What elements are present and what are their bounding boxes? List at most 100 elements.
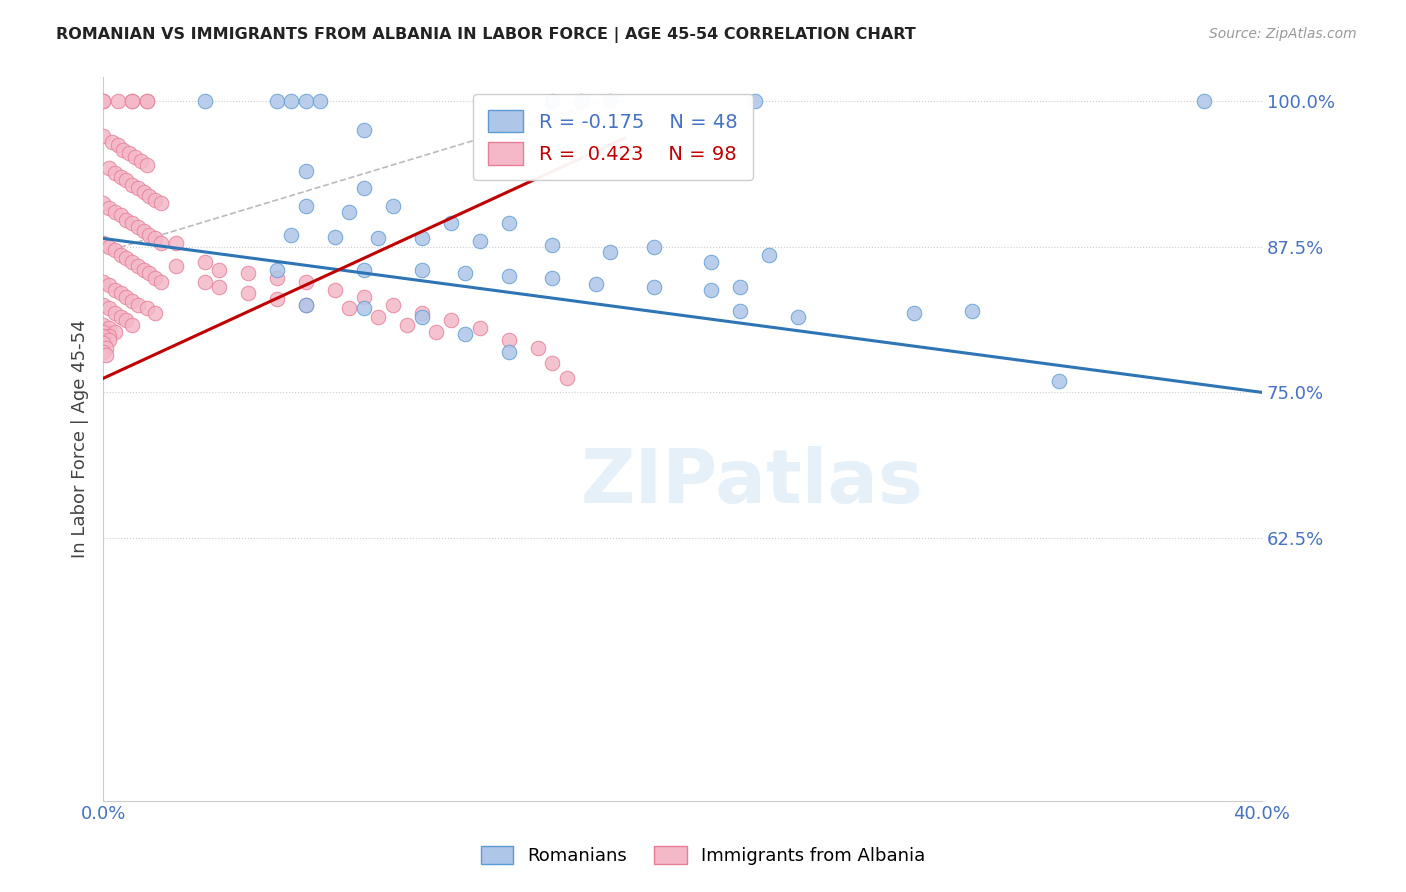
Point (121, 294, 143, 309)
Point (115, 173, 138, 187)
Point (104, 325, 127, 339)
Point (960, 303, 983, 318)
Point (121, 178, 143, 192)
Point (758, 248, 780, 262)
Point (165, 260, 187, 274)
Point (91, 94, 114, 108)
Point (110, 248, 132, 262)
Point (440, 216, 463, 230)
Point (569, 94, 592, 108)
Point (91, 298, 114, 312)
Point (468, 321, 491, 335)
Point (91, 236, 114, 251)
Point (91, 275, 114, 289)
Point (129, 154, 152, 169)
Point (104, 283, 127, 297)
Point (323, 230, 346, 244)
Point (101, 135, 124, 149)
Point (353, 123, 375, 137)
Point (411, 231, 433, 245)
Point (599, 94, 621, 108)
Point (135, 158, 157, 172)
Point (295, 298, 318, 312)
Point (121, 318, 143, 332)
Point (104, 204, 127, 219)
Point (135, 94, 157, 108)
Point (367, 231, 389, 245)
Point (110, 286, 132, 301)
Point (208, 280, 231, 294)
Point (266, 263, 288, 277)
Point (193, 94, 215, 108)
Legend: Romanians, Immigrants from Albania: Romanians, Immigrants from Albania (471, 837, 935, 874)
Point (91, 329, 114, 343)
Point (730, 303, 752, 318)
Point (526, 341, 548, 355)
Point (135, 301, 157, 316)
Point (541, 356, 564, 370)
Point (121, 216, 143, 230)
Point (94, 348, 117, 362)
Point (411, 306, 433, 320)
Point (367, 310, 389, 324)
Point (107, 138, 129, 153)
Point (498, 216, 520, 230)
Point (295, 163, 318, 178)
Point (396, 318, 419, 332)
Point (337, 204, 360, 219)
Point (454, 267, 477, 281)
Point (700, 254, 723, 268)
Point (411, 310, 433, 324)
Point (295, 94, 318, 108)
Point (127, 298, 149, 312)
Point (236, 286, 259, 301)
Point (110, 169, 132, 184)
Point (266, 271, 288, 285)
Point (97, 329, 120, 343)
Point (91, 128, 114, 143)
Point (266, 292, 288, 306)
Point (555, 371, 578, 385)
Point (127, 181, 149, 195)
Point (127, 219, 149, 234)
Point (112, 143, 135, 157)
Point (97, 278, 120, 293)
Point (309, 94, 332, 108)
Point (143, 231, 166, 245)
Point (1192, 94, 1215, 108)
Point (121, 94, 143, 108)
Legend: R = -0.175    N = 48, R =  0.423    N = 98: R = -0.175 N = 48, R = 0.423 N = 98 (472, 95, 754, 180)
Point (700, 283, 723, 297)
Point (135, 94, 157, 108)
Point (193, 275, 215, 289)
Point (97, 301, 120, 316)
Point (150, 236, 173, 251)
Point (585, 277, 607, 291)
Point (110, 310, 132, 324)
Point (208, 263, 231, 277)
Point (541, 271, 564, 285)
Point (115, 313, 138, 327)
Point (193, 254, 215, 268)
Point (97, 333, 120, 347)
Point (115, 290, 138, 304)
Point (97, 201, 120, 215)
Point (266, 94, 288, 108)
Point (165, 236, 187, 251)
Point (104, 306, 127, 320)
Point (643, 280, 665, 294)
Point (353, 301, 375, 316)
Point (143, 193, 166, 207)
Point (730, 280, 752, 294)
Point (541, 94, 564, 108)
Point (454, 326, 477, 341)
Point (127, 260, 149, 274)
Point (138, 267, 160, 281)
Point (150, 196, 173, 211)
Point (132, 185, 155, 199)
Point (115, 252, 138, 266)
Point (104, 166, 127, 180)
Point (132, 224, 155, 238)
Point (787, 310, 810, 324)
Point (353, 181, 375, 195)
